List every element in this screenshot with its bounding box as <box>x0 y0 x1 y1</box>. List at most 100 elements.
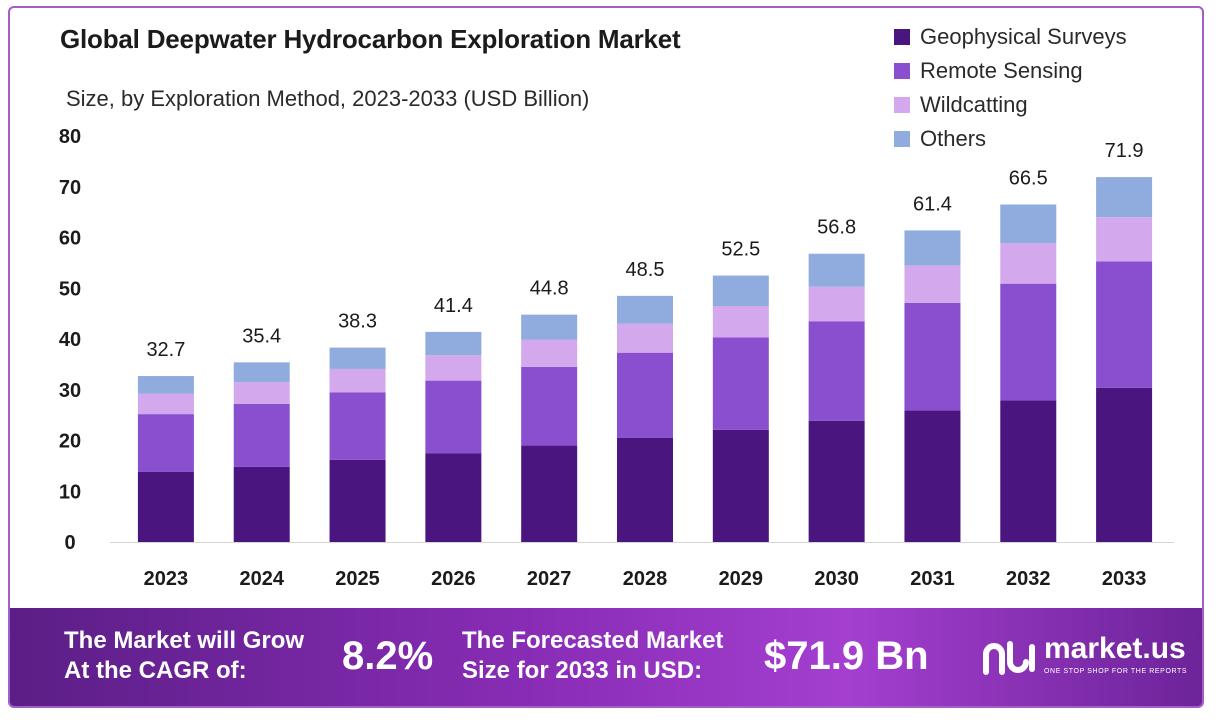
legend-item-others: Others <box>894 122 1127 156</box>
bar-segment-geophysical <box>1000 400 1057 542</box>
bar-segment-geophysical <box>1096 387 1153 542</box>
legend-label-others: Others <box>920 126 987 151</box>
bar-total-label: 61.4 <box>913 193 952 215</box>
chart-title: Global Deepwater Hydrocarbon Exploration… <box>60 24 681 54</box>
y-tick-label: 80 <box>59 126 81 148</box>
bar-total-label: 66.5 <box>1009 168 1048 190</box>
bar-segment-remote <box>617 352 673 438</box>
bar-segment-wildcatting <box>1000 243 1057 284</box>
legend-label-wildcatting: Wildcatting <box>920 92 1028 117</box>
x-tick-label: 2028 <box>623 568 668 590</box>
bar-segment-wildcatting <box>137 393 194 415</box>
bar-segment-wildcatting <box>329 368 386 393</box>
bar-total-label: 41.4 <box>434 295 473 317</box>
cagr-label: The Market will Grow At the CAGR of: <box>64 626 304 686</box>
chart-subtitle: Size, by Exploration Method, 2023-2033 (… <box>66 86 590 111</box>
bar-segment-remote <box>1000 283 1057 401</box>
bar-segment-remote <box>137 414 194 472</box>
bar-segment-remote <box>808 321 865 421</box>
bar-total-label: 56.8 <box>817 217 856 239</box>
bar-segment-remote <box>425 380 482 454</box>
legend-swatch-others <box>894 131 910 147</box>
bar-segment-remote <box>329 392 386 460</box>
y-tick-label: 60 <box>59 228 81 250</box>
bar-segment-others <box>712 275 769 307</box>
x-tick-label: 2024 <box>239 568 284 590</box>
x-tick-label: 2032 <box>1006 568 1051 590</box>
bar-segment-geophysical <box>233 466 290 542</box>
bar-segment-geophysical <box>329 459 386 542</box>
bar-segment-wildcatting <box>233 382 290 404</box>
bar-segment-others <box>329 347 386 369</box>
x-tick-label: 2031 <box>910 568 955 590</box>
y-tick-label: 40 <box>59 329 81 351</box>
legend-swatch-geophysical <box>894 29 910 45</box>
bar-segment-remote <box>521 366 578 446</box>
y-tick-label: 20 <box>59 431 81 453</box>
legend-swatch-wildcatting <box>894 97 910 113</box>
y-tick-label: 30 <box>59 380 81 402</box>
bar-segment-geophysical <box>712 429 769 542</box>
bar-segment-others <box>233 362 290 383</box>
bar-segment-others <box>808 253 865 287</box>
cagr-label-line2: At the CAGR of: <box>64 657 247 684</box>
stacked-bar-chart: 0102030405060708032.7202335.4202438.3202… <box>59 126 1174 590</box>
bar-segment-geophysical <box>521 445 578 542</box>
forecast-value: $71.9 Bn <box>764 634 929 678</box>
bar-segment-geophysical <box>904 410 961 542</box>
bar-segment-wildcatting <box>712 306 769 338</box>
bar-segment-wildcatting <box>617 323 673 353</box>
x-tick-label: 2033 <box>1102 568 1147 590</box>
x-tick-label: 2025 <box>335 568 380 590</box>
bar-segment-wildcatting <box>904 265 961 303</box>
market-us-logo-icon <box>983 641 1035 675</box>
y-tick-label: 0 <box>64 532 75 554</box>
y-tick-label: 50 <box>59 278 81 300</box>
bar-total-label: 48.5 <box>626 259 665 281</box>
y-tick-label: 10 <box>59 481 81 503</box>
bar-segment-remote <box>712 337 769 430</box>
legend-label-geophysical: Geophysical Surveys <box>920 24 1127 49</box>
legend-item-remote-sensing: Remote Sensing <box>894 54 1127 88</box>
bar-segment-others <box>617 295 673 324</box>
bar-total-label: 71.9 <box>1105 140 1144 162</box>
x-tick-label: 2030 <box>814 568 859 590</box>
bar-segment-remote <box>233 403 290 467</box>
bar-total-label: 32.7 <box>146 339 185 361</box>
y-tick-label: 70 <box>59 177 81 199</box>
bar-segment-wildcatting <box>808 286 865 322</box>
summary-banner: The Market will Grow At the CAGR of: 8.2… <box>10 608 1202 706</box>
bar-segment-others <box>904 230 961 266</box>
legend-label-remote-sensing: Remote Sensing <box>920 58 1083 83</box>
forecast-label-line1: The Forecasted Market <box>462 627 724 654</box>
forecast-label: The Forecasted Market Size for 2033 in U… <box>462 626 723 686</box>
bar-segment-wildcatting <box>521 339 578 367</box>
legend: Geophysical Surveys Remote Sensing Wildc… <box>894 20 1127 156</box>
chart-frame: Global Deepwater Hydrocarbon Exploration… <box>8 6 1204 708</box>
bar-total-label: 52.5 <box>721 239 760 261</box>
bar-segment-others <box>137 376 194 394</box>
x-tick-label: 2026 <box>431 568 476 590</box>
bar-segment-geophysical <box>617 437 673 542</box>
bar-segment-others <box>1096 177 1153 218</box>
x-tick-label: 2029 <box>719 568 764 590</box>
x-tick-label: 2027 <box>527 568 572 590</box>
legend-item-geophysical: Geophysical Surveys <box>894 20 1127 54</box>
forecast-label-line2: Size for 2033 in USD: <box>462 657 703 684</box>
legend-item-wildcatting: Wildcatting <box>894 88 1127 122</box>
bar-segment-wildcatting <box>425 355 482 381</box>
legend-swatch-remote-sensing <box>894 63 910 79</box>
bar-total-label: 35.4 <box>242 325 281 347</box>
bar-segment-others <box>425 331 482 356</box>
bar-total-label: 38.3 <box>338 311 377 333</box>
bar-segment-geophysical <box>808 420 865 542</box>
cagr-value: 8.2% <box>342 634 434 678</box>
x-tick-label: 2023 <box>144 568 189 590</box>
cagr-label-line1: The Market will Grow <box>64 627 305 654</box>
market-us-logo-text: market.us <box>1044 632 1186 665</box>
bar-segment-others <box>1000 204 1057 244</box>
bar-segment-others <box>521 314 578 340</box>
bar-total-label: 44.8 <box>530 278 569 300</box>
bar-segment-geophysical <box>137 471 194 542</box>
bar-segment-remote <box>904 302 961 411</box>
